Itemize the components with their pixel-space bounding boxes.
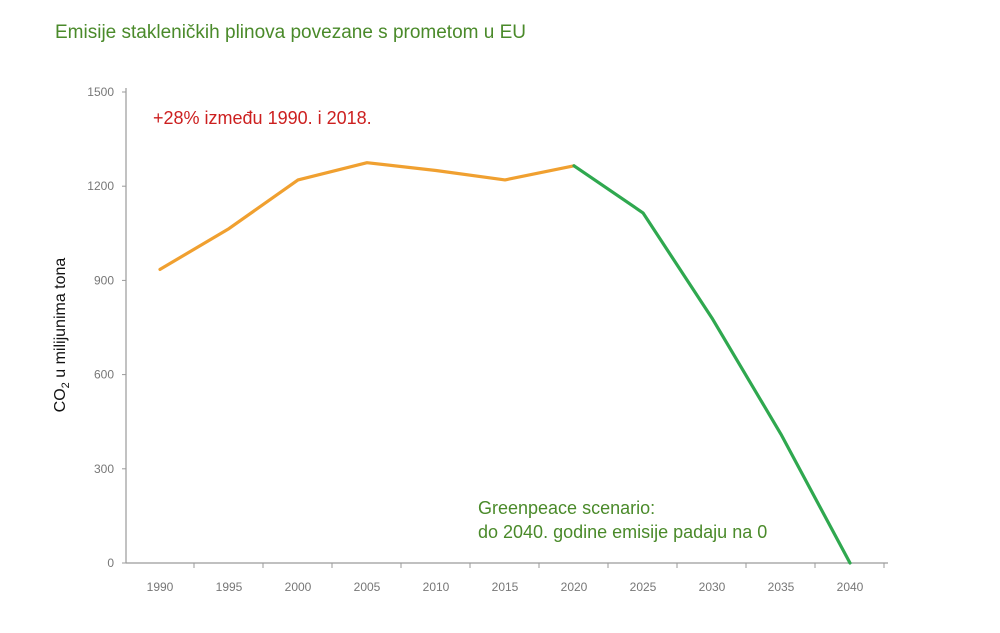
historical-emissions-line: [158, 161, 576, 271]
y-tick-label: 1200: [87, 179, 114, 193]
x-tick-label: 2030: [699, 580, 726, 594]
x-tick-label: 2005: [354, 580, 381, 594]
x-tick-label: 2035: [768, 580, 795, 594]
scenario-annotation-line-1: Greenpeace scenario:: [478, 498, 656, 518]
x-tick-label: 2015: [492, 580, 519, 594]
y-tick-label: 300: [94, 462, 114, 476]
y-tick-label: 0: [107, 556, 114, 570]
x-tick-label: 2010: [423, 580, 450, 594]
y-tick-label: 1500: [87, 85, 114, 99]
scenario-annotation-line-2: do 2040. godine emisije padaju na 0: [478, 522, 768, 542]
scenario-emissions-line: [572, 164, 852, 565]
y-tick-label: 600: [94, 368, 114, 382]
x-tick-label: 2020: [561, 580, 588, 594]
y-tick-label: 900: [94, 273, 114, 287]
x-tick-label: 2025: [630, 580, 657, 594]
chart-title: Emisije stakleničkih plinova povezane s …: [55, 22, 526, 43]
x-tick-label: 2040: [837, 580, 864, 594]
increase-annotation: +28% između 1990. i 2018.: [153, 108, 372, 128]
x-tick-label: 1995: [216, 580, 243, 594]
x-tick-label: 2000: [285, 580, 312, 594]
scenario-annotation: Greenpeace scenario: do 2040. godine emi…: [478, 496, 767, 544]
x-tick-label: 1990: [147, 580, 174, 594]
